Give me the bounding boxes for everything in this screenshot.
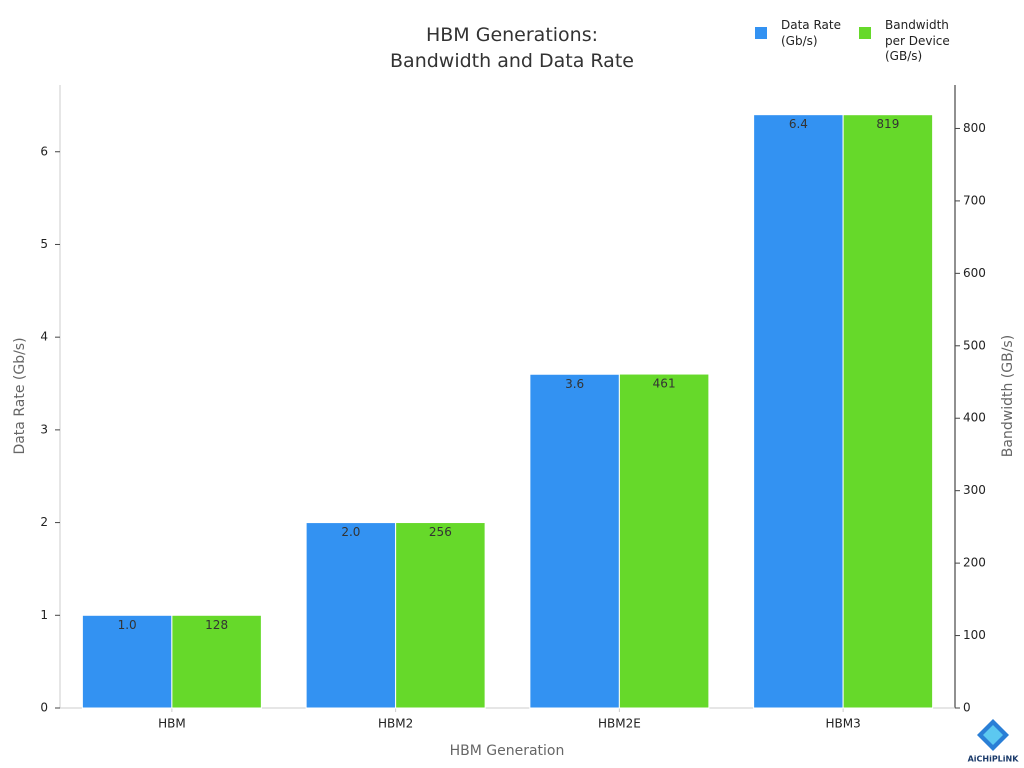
y2-tick-label: 700 <box>963 193 986 207</box>
x-tick-label: HBM2 <box>378 717 413 731</box>
value-label: 819 <box>876 117 899 131</box>
y-tick-label: 5 <box>40 237 48 251</box>
bar <box>753 114 844 709</box>
value-label: 256 <box>429 525 452 539</box>
bar <box>305 522 397 709</box>
x-tick-label: HBM2E <box>598 717 641 731</box>
bar <box>171 614 262 709</box>
y-tick-label: 3 <box>40 422 48 436</box>
y2-tick-label: 100 <box>963 628 986 642</box>
bar <box>529 373 620 709</box>
y2-axis-label: Bandwidth (GB/s) <box>1000 335 1016 457</box>
value-label: 128 <box>205 618 228 632</box>
legend-label: Data Rate (Gb/s) <box>781 18 841 48</box>
legend-label: Bandwidth per Device (GB/s) <box>885 18 950 63</box>
watermark: AiCHiPLiNK <box>968 755 1020 764</box>
logo: AiCHiPLiNK <box>968 719 1020 764</box>
value-label: 1.0 <box>118 618 137 632</box>
value-label: 461 <box>653 377 676 391</box>
y2-tick-label: 300 <box>963 483 986 497</box>
y2-tick-label: 0 <box>963 701 971 715</box>
bar <box>395 522 486 709</box>
y2-tick-label: 200 <box>963 556 986 570</box>
chart-title: HBM Generations: Bandwidth and Data Rate <box>390 24 634 72</box>
x-axis-label: HBM Generation <box>450 743 565 759</box>
legend-swatch <box>755 27 767 39</box>
y-tick-label: 4 <box>40 330 48 344</box>
y-tick-label: 6 <box>40 144 48 158</box>
x-tick-label: HBM <box>158 717 186 731</box>
y-tick-label: 0 <box>40 701 48 715</box>
y-tick-label: 2 <box>40 515 48 529</box>
y-tick-label: 1 <box>40 608 48 622</box>
x-tick-label: HBM3 <box>826 717 861 731</box>
logo-icon <box>983 725 1003 745</box>
y2-tick-label: 400 <box>963 411 986 425</box>
y2-tick-label: 800 <box>963 121 986 135</box>
legend-swatch <box>859 27 871 39</box>
value-label: 6.4 <box>789 117 808 131</box>
bar <box>618 373 710 709</box>
value-label: 2.0 <box>341 525 360 539</box>
value-label: 3.6 <box>565 377 584 391</box>
y2-tick-label: 500 <box>963 338 986 352</box>
y2-tick-label: 600 <box>963 266 986 280</box>
bar <box>81 614 173 709</box>
bar <box>842 114 934 709</box>
y-axis-label: Data Rate (Gb/s) <box>12 337 28 454</box>
